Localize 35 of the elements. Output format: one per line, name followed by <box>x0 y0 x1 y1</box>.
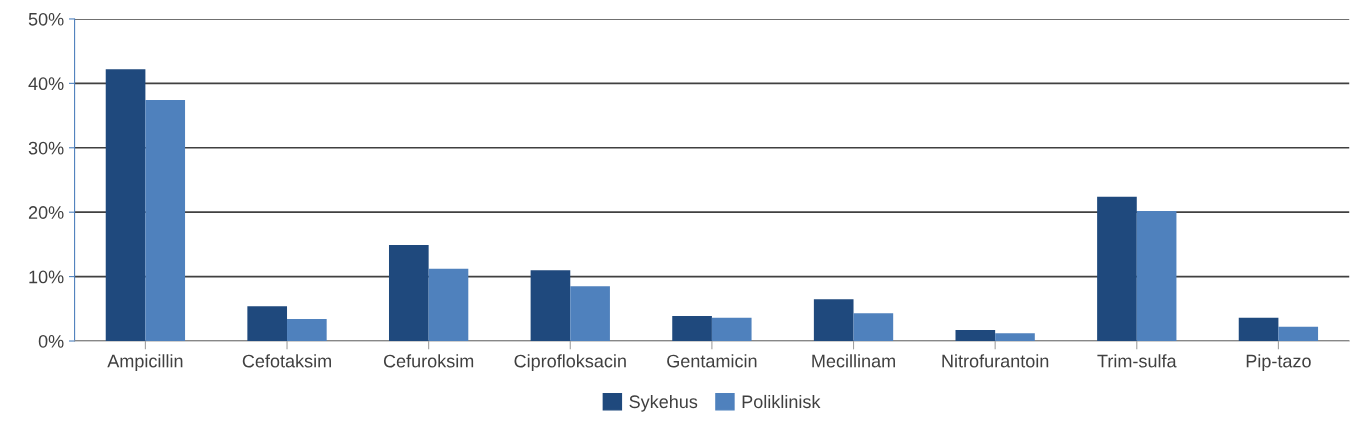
bar <box>428 268 469 342</box>
bar <box>1278 326 1319 342</box>
y-tick-label: 0% <box>38 334 64 348</box>
bar <box>995 333 1035 342</box>
bar <box>711 317 752 342</box>
bar <box>287 319 327 342</box>
x-tick-label: Trim-sulfa <box>1097 354 1177 368</box>
bar <box>388 245 429 342</box>
bar <box>853 313 894 342</box>
y-tick-label: 40% <box>28 77 64 91</box>
bar <box>145 100 186 342</box>
x-tick-label: Cefuroksim <box>383 354 474 368</box>
x-tick-label: Ciprofloksacin <box>514 354 626 372</box>
x-tick-label: Ampicillin <box>107 354 183 372</box>
y-tick-label: 20% <box>28 206 64 219</box>
x-tick-label: Nitrofurantoin <box>942 354 1049 368</box>
y-tick-label: 10% <box>29 270 64 284</box>
bar <box>813 299 854 342</box>
x-tick-label: Mecillinam <box>812 354 895 368</box>
y-tick-label: 50% <box>28 12 64 26</box>
bar <box>672 315 712 342</box>
bar <box>247 306 288 342</box>
bar <box>530 270 571 342</box>
bar <box>1238 317 1279 342</box>
x-tick-label: Cefotaksim <box>242 354 331 368</box>
legend-label: Poliklinisk <box>742 394 821 409</box>
bar <box>1097 196 1137 342</box>
bar <box>570 286 610 342</box>
legend-label: Sykehus <box>629 394 698 412</box>
bar <box>105 69 146 342</box>
x-tick-label: Gentamicin <box>667 354 757 368</box>
bar <box>955 330 996 342</box>
x-tick-label: Pip-tazo <box>1246 354 1311 372</box>
y-tick-label: 30% <box>28 141 64 155</box>
bar <box>1136 210 1177 342</box>
